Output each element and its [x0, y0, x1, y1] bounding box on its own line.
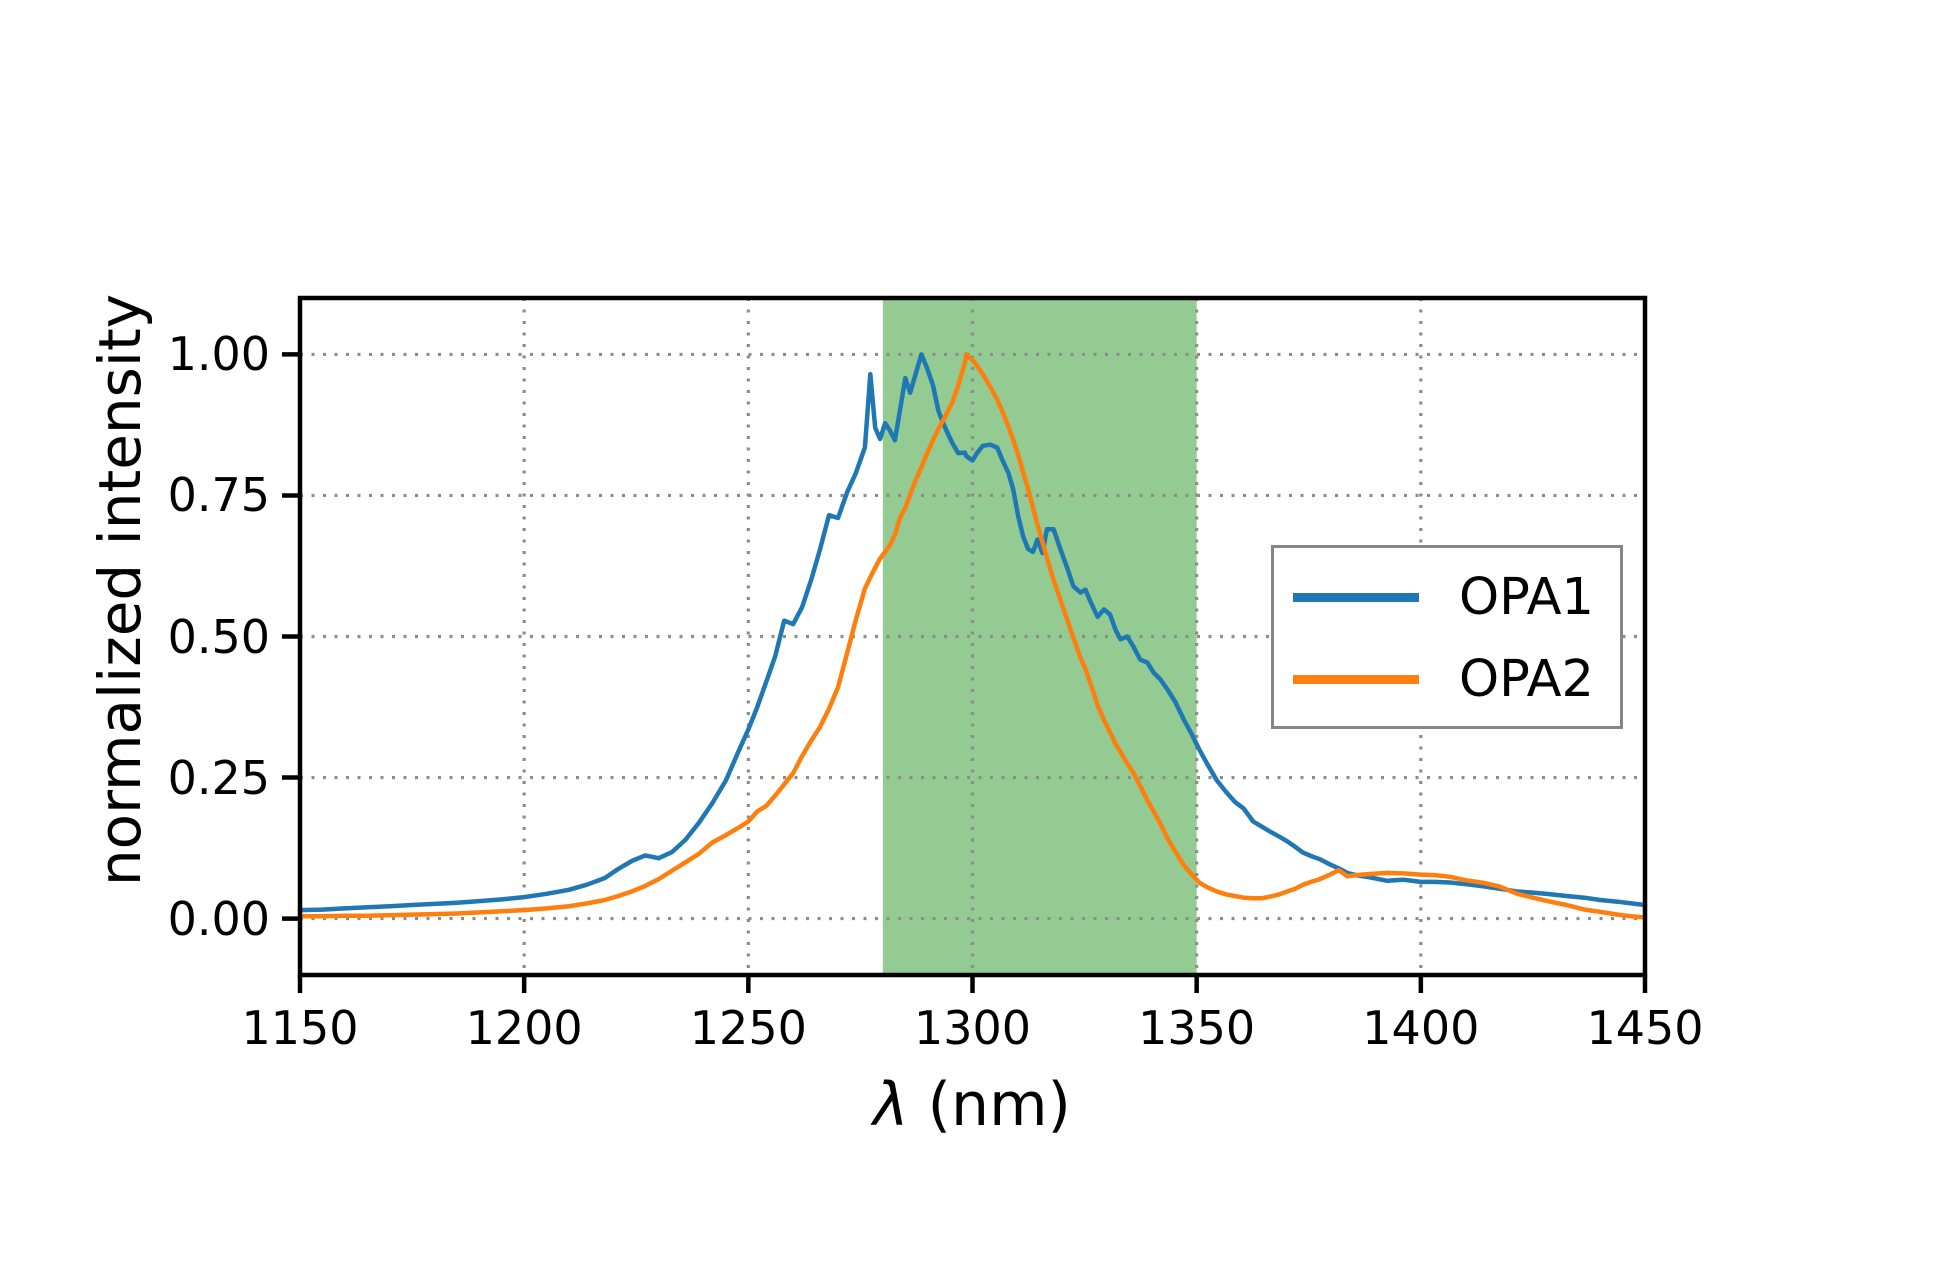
- x-tick-label: 1150: [241, 1001, 359, 1055]
- shaded-band: [882, 298, 1197, 975]
- x-tick-label: 1300: [913, 1001, 1032, 1055]
- x-axis-label-unit: (nm): [908, 1070, 1071, 1140]
- x-tick-label: 1450: [1586, 1001, 1704, 1055]
- y-tick-label: 0.75: [167, 468, 270, 523]
- lambda-symbol: λ: [873, 1070, 909, 1140]
- data-series: [297, 352, 1648, 920]
- x-tick-label: 1400: [1362, 1001, 1480, 1055]
- curve-opa1: [297, 352, 1648, 913]
- legend-entry-opa1: OPA1: [1274, 562, 1620, 632]
- legend-line-opa2-swatch: [1293, 674, 1419, 684]
- y-tick-label: 1.00: [167, 327, 270, 382]
- legend-label-opa2: OPA2: [1459, 649, 1594, 709]
- x-tick-label: 1200: [465, 1001, 583, 1055]
- legend-line-opa1-swatch: [1293, 592, 1419, 602]
- x-axis-label: λ (nm): [672, 1065, 1272, 1145]
- y-tick-label: 0.50: [167, 609, 270, 664]
- x-tick-label: 1350: [1138, 1001, 1256, 1055]
- legend-entry-opa2: OPA2: [1274, 644, 1620, 714]
- tick-marks: [282, 352, 1648, 993]
- y-tick-label: 0.25: [167, 750, 270, 805]
- y-tick-label: 0.00: [167, 891, 270, 946]
- curve-opa2: [297, 352, 1648, 920]
- y-axis-label: normalized intensity: [86, 293, 154, 887]
- legend: OPA1 OPA2: [1271, 545, 1623, 729]
- legend-label-opa1: OPA1: [1459, 567, 1594, 627]
- highlight-band: [882, 298, 1197, 975]
- x-tick-label: 1250: [689, 1001, 807, 1055]
